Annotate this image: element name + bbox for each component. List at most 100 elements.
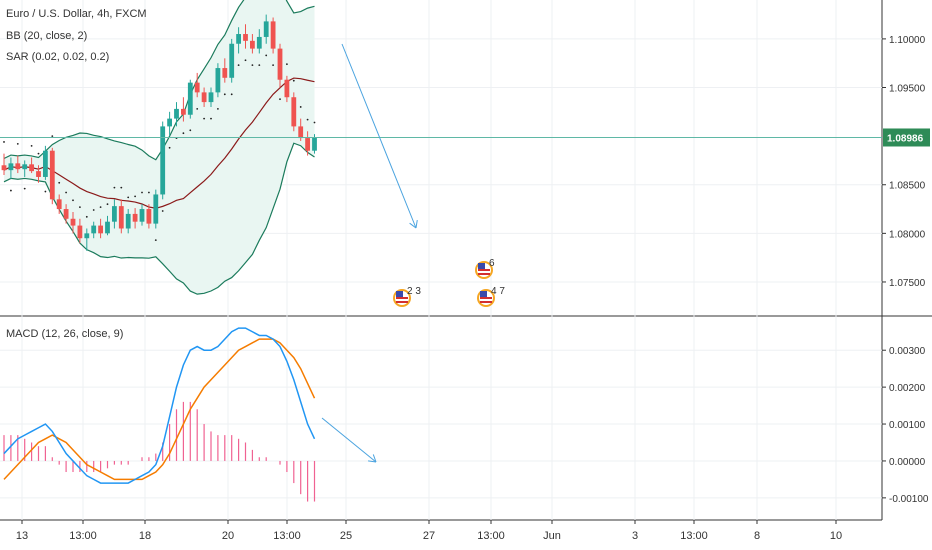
us-flag-icon[interactable]: 4 7	[477, 286, 505, 307]
symbol-title[interactable]: Euro / U.S. Dollar, 4h, FXCM	[6, 8, 147, 20]
sar-dot	[299, 106, 302, 108]
candle-body	[84, 233, 90, 239]
price-tick-label: 1.08500	[889, 181, 926, 192]
candle-body	[153, 194, 159, 224]
candle-body	[298, 126, 304, 139]
sar-dot	[141, 191, 143, 194]
price-tick-label: 1.09500	[889, 84, 926, 95]
bb-fill	[4, 0, 315, 295]
price-tick-label: 1.08000	[889, 229, 926, 240]
sar-dot	[113, 186, 116, 189]
candle-body	[112, 206, 117, 222]
macd-tick-label: -0.00100	[889, 494, 929, 505]
price-tick-label: 1.10000	[889, 35, 926, 46]
x-tick-label: 8	[754, 530, 760, 542]
us-flag-icon[interactable]: 6	[475, 258, 495, 279]
candle-body	[229, 43, 235, 78]
sar-dot	[127, 196, 130, 199]
sar-dot	[292, 79, 295, 82]
candle-body	[8, 163, 14, 171]
trend-arrow	[341, 43, 417, 229]
sar-dot	[106, 203, 109, 206]
macd-line	[3, 327, 316, 484]
macd-legend[interactable]: MACD (12, 26, close, 9)	[6, 328, 124, 340]
x-tick-label: 18	[139, 530, 151, 542]
x-tick-label: 20	[222, 530, 234, 542]
sar-dot	[10, 189, 12, 192]
sar-dot	[196, 107, 199, 110]
x-tick-label: 25	[340, 530, 352, 542]
sar-dot	[313, 121, 316, 124]
sar-dot	[16, 143, 19, 145]
candle-body	[1, 165, 7, 171]
candles[interactable]	[1, 14, 317, 251]
candle-body	[250, 40, 255, 49]
candle-body	[208, 92, 214, 103]
flag-canton	[480, 291, 487, 297]
sar-dot	[134, 195, 137, 198]
sar-dot	[306, 118, 309, 121]
sar-dot	[279, 98, 281, 101]
flag-canton	[478, 263, 485, 269]
sar-dot	[79, 206, 81, 209]
bollinger-bands	[3, 0, 315, 295]
candle-body	[22, 164, 28, 170]
sar-dot	[230, 93, 233, 96]
candle-body	[146, 209, 152, 224]
candle-body	[70, 218, 76, 226]
sar-dot	[161, 210, 164, 212]
candle-body	[15, 163, 21, 170]
sar-dot	[168, 146, 171, 149]
bb-legend[interactable]: BB (20, close, 2)	[6, 30, 88, 42]
sar-dot	[210, 117, 212, 120]
candle-body	[160, 126, 166, 195]
sar-legend[interactable]: SAR (0.02, 0.02, 0.2)	[6, 51, 110, 63]
economic-events[interactable]: 2 3 6 4 7	[393, 258, 505, 307]
sar-dot	[65, 191, 67, 194]
macd-panel[interactable]	[3, 327, 316, 502]
macd-tick-label: 0.00300	[889, 346, 926, 357]
candle-body	[243, 34, 248, 41]
sar-dot	[223, 93, 226, 96]
macd-tick-label: 0.00000	[889, 457, 926, 468]
event-count: 4 7	[491, 286, 505, 297]
sar-dot	[85, 215, 88, 218]
x-tick-label: 10	[830, 530, 842, 542]
arrow-head	[415, 220, 418, 229]
arrow-head	[372, 454, 377, 463]
sar-dot	[217, 107, 219, 110]
flag-stripe	[396, 301, 408, 303]
x-tick-label: 27	[423, 530, 435, 542]
x-tick-label: 3	[632, 530, 638, 542]
us-flag-icon[interactable]: 2 3	[393, 286, 421, 307]
candle-body	[270, 21, 276, 49]
candle-body	[256, 36, 262, 49]
candle-body	[36, 171, 41, 177]
candle-body	[29, 164, 34, 172]
candle-body	[174, 108, 179, 119]
sar-dot	[37, 152, 40, 155]
flag-stripe	[480, 301, 492, 303]
candle-body	[215, 68, 221, 93]
candle-body	[105, 221, 110, 234]
flag-stripe	[478, 273, 490, 275]
trend-arrows	[321, 43, 418, 463]
candle-body	[63, 209, 69, 219]
candle-body	[194, 82, 200, 93]
grid	[0, 0, 932, 521]
event-count: 2 3	[407, 286, 421, 297]
candle-body	[167, 118, 172, 127]
sar-dot	[148, 191, 150, 194]
sar-dot	[3, 141, 5, 143]
sar-dot	[265, 54, 268, 57]
arrow-head	[368, 460, 377, 463]
sar-dot	[72, 199, 74, 202]
sar-dot	[58, 181, 61, 184]
x-tick-label: 13:00	[273, 530, 301, 542]
sar-dot	[182, 132, 185, 135]
x-tick-label: 13:00	[680, 530, 708, 542]
candle-body	[125, 213, 131, 229]
event-count: 6	[489, 258, 495, 269]
candle-body	[98, 225, 103, 234]
